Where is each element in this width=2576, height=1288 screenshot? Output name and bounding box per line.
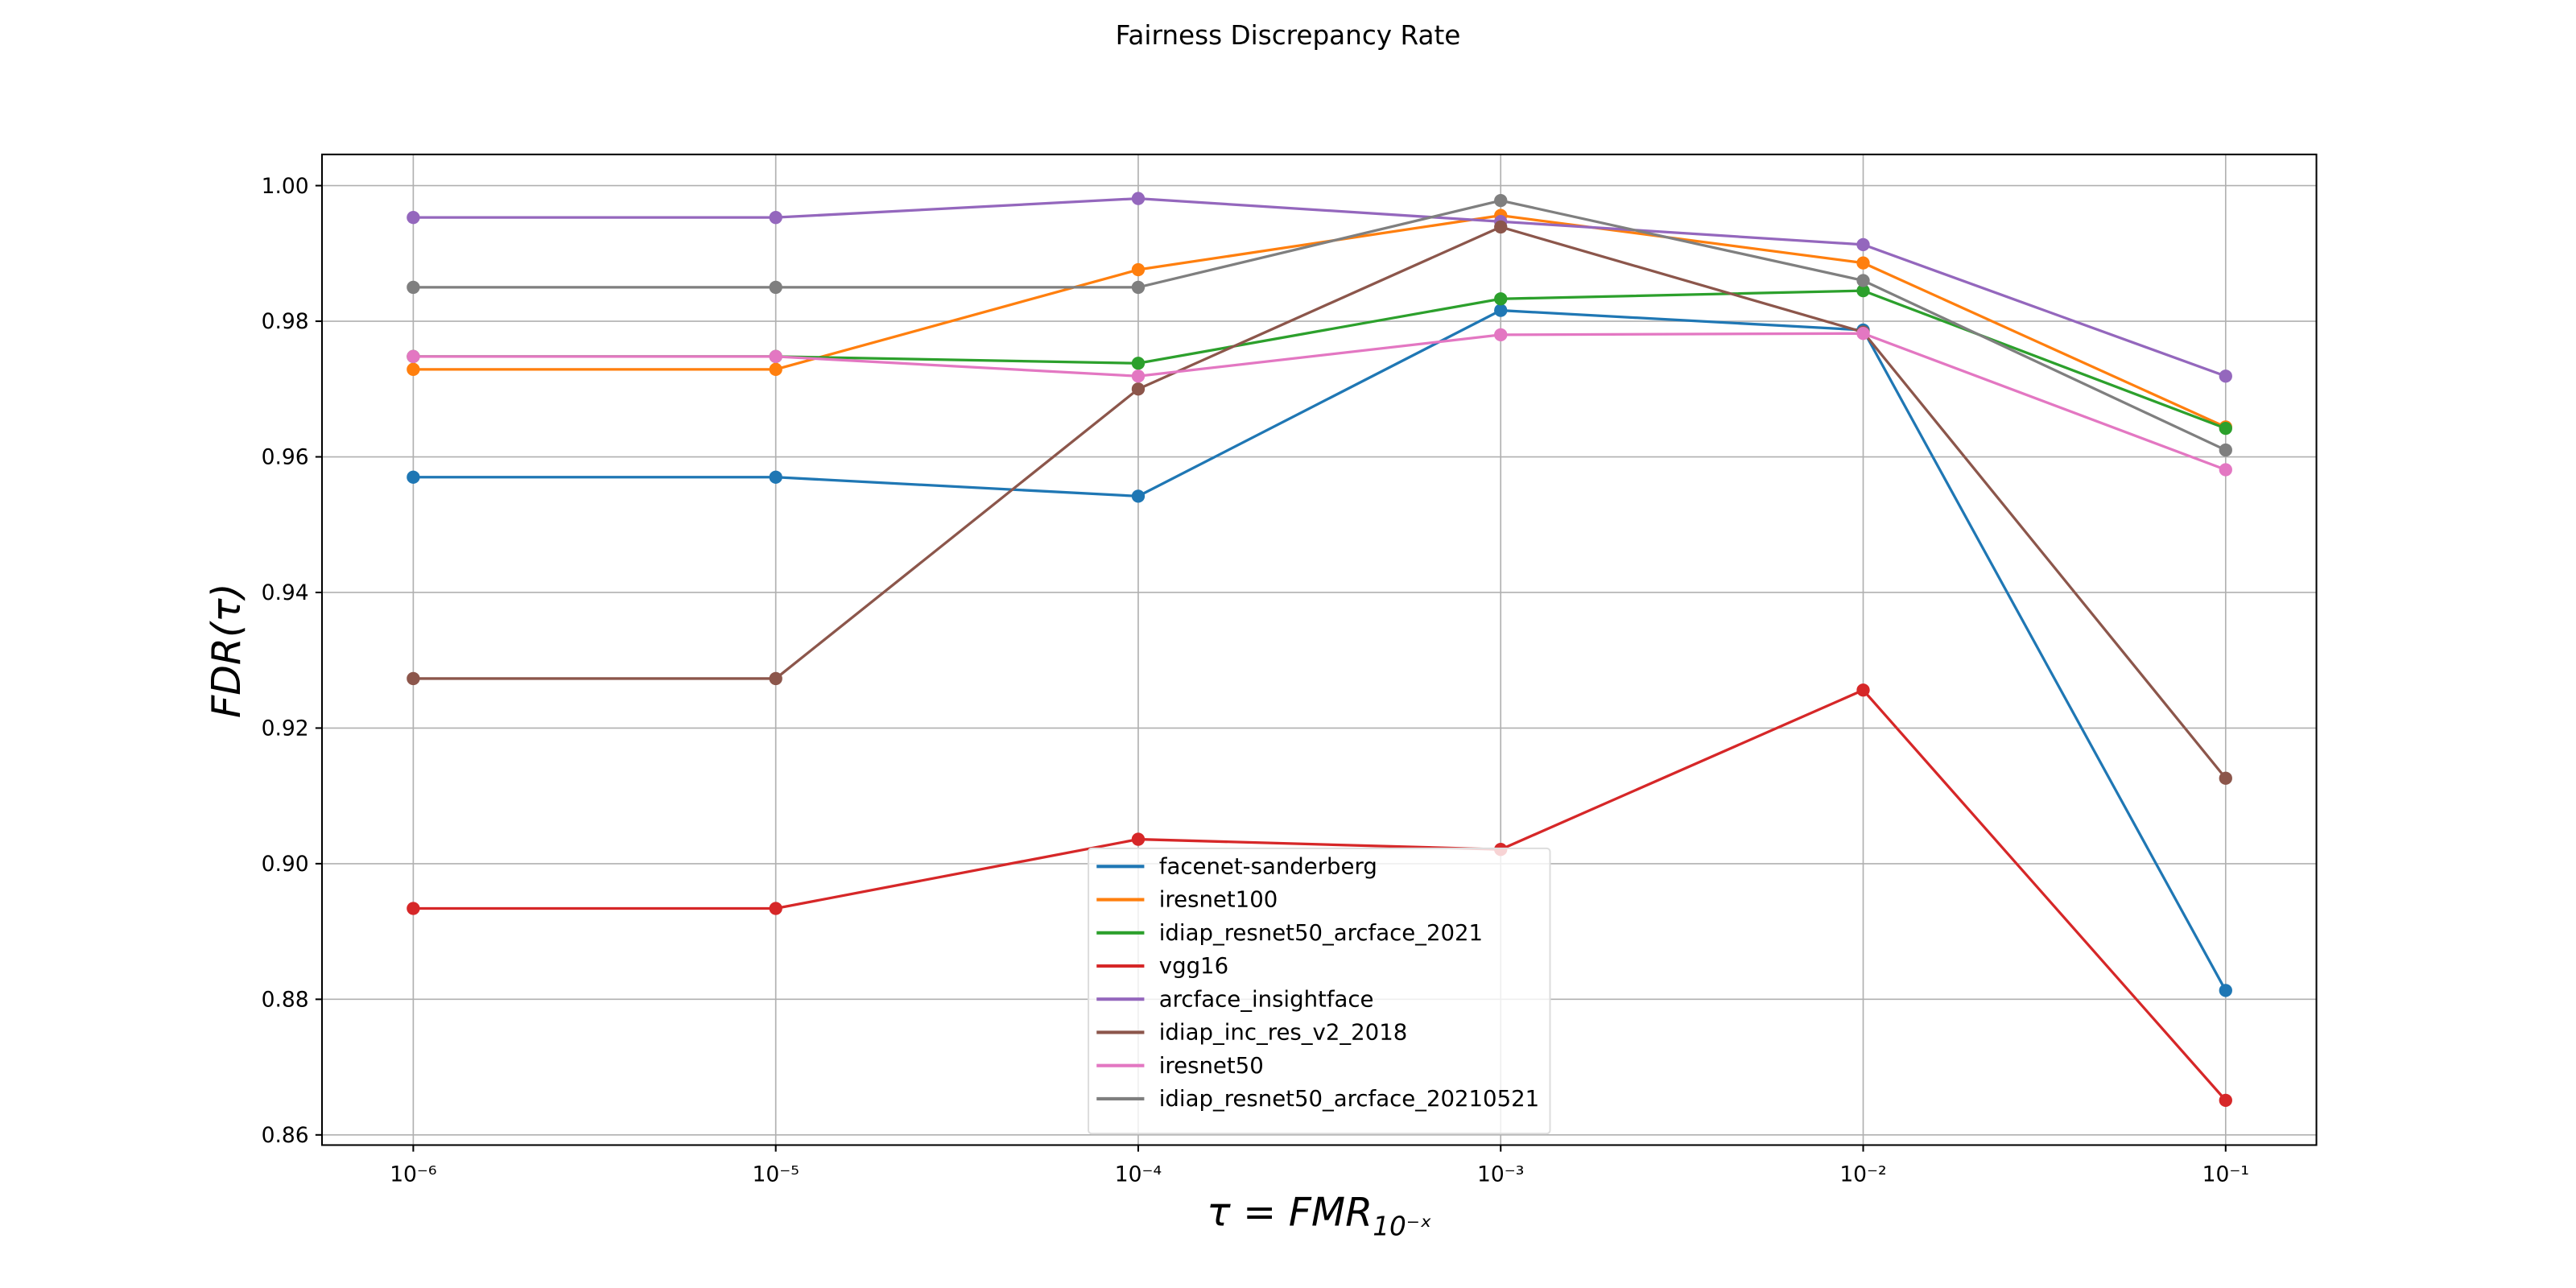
x-axis-label: τ = FMR10⁻ˣ <box>1207 1189 1431 1241</box>
data-point <box>769 671 782 686</box>
legend-label: facenet-sanderberg <box>1159 854 1377 880</box>
data-point <box>407 280 420 295</box>
data-point <box>407 362 420 377</box>
legend-label: vgg16 <box>1159 953 1228 979</box>
legend-label: idiap_inc_res_v2_2018 <box>1159 1020 1407 1046</box>
data-point <box>2219 421 2232 436</box>
legend-label: idiap_resnet50_arcface_20210521 <box>1159 1086 1539 1112</box>
legend-label: iresnet50 <box>1159 1053 1264 1079</box>
data-point <box>1131 369 1146 383</box>
data-point <box>2219 984 2232 997</box>
legend-label: iresnet100 <box>1159 887 1278 913</box>
data-point <box>1856 256 1870 270</box>
data-point <box>769 211 782 225</box>
data-point <box>1856 274 1870 287</box>
series-line <box>413 199 2227 452</box>
data-point <box>2219 771 2232 785</box>
legend-box <box>1088 847 1551 1135</box>
data-point <box>1131 357 1146 370</box>
x-tick-label: 10⁻⁵ <box>752 1162 799 1187</box>
data-point <box>1131 489 1146 503</box>
data-point <box>2219 369 2232 383</box>
data-point <box>2219 1093 2232 1108</box>
x-tick-label: 10⁻¹ <box>2202 1162 2249 1187</box>
x-tick-label: 10⁻⁴ <box>1115 1162 1162 1187</box>
x-tick-label: 10⁻⁶ <box>390 1162 436 1187</box>
data-point <box>1856 683 1870 697</box>
x-axis-label-subscript: 10⁻ˣ <box>1373 1212 1431 1242</box>
y-axis-label: FDR(τ) <box>204 583 250 718</box>
data-point <box>2219 463 2232 477</box>
data-point <box>407 211 420 225</box>
data-point <box>1856 237 1870 252</box>
data-point <box>1131 832 1146 846</box>
data-point <box>407 470 420 484</box>
x-axis-label-main: τ = FMR <box>1207 1189 1373 1235</box>
data-point <box>1131 382 1146 396</box>
data-point <box>769 902 782 915</box>
data-point <box>2219 443 2232 457</box>
data-point <box>769 349 782 364</box>
x-tick-label: 10⁻³ <box>1477 1162 1524 1187</box>
data-point <box>407 902 420 915</box>
data-point <box>1494 220 1508 234</box>
data-point <box>1494 292 1508 306</box>
series-line <box>413 225 2227 779</box>
y-tick-label: 0.96 <box>262 445 309 470</box>
legend-label: arcface_insightface <box>1159 986 1374 1012</box>
data-point <box>769 362 782 377</box>
y-tick-label: 0.86 <box>262 1123 309 1148</box>
chart-title: Fairness Discrepancy Rate <box>1116 20 1461 51</box>
y-tick-label: 0.92 <box>262 716 309 741</box>
x-tick-label: 10⁻² <box>1839 1162 1886 1187</box>
data-point <box>769 280 782 295</box>
axes-frame <box>320 153 2318 1146</box>
series-line <box>413 308 2227 992</box>
data-point <box>1131 192 1146 205</box>
data-point <box>1856 283 1870 298</box>
data-point <box>1494 303 1508 317</box>
data-point <box>1494 328 1508 342</box>
y-tick-label: 0.90 <box>262 852 309 877</box>
series-line <box>413 196 2227 378</box>
data-point <box>1131 280 1146 295</box>
legend-label: idiap_resnet50_arcface_2021 <box>1159 920 1483 946</box>
y-tick-label: 0.88 <box>262 988 309 1013</box>
data-point <box>769 470 782 484</box>
data-point <box>1856 327 1870 341</box>
series-line <box>413 213 2227 428</box>
data-point <box>407 671 420 686</box>
data-point <box>407 349 420 364</box>
y-tick-label: 0.98 <box>262 309 309 334</box>
data-point <box>1131 262 1146 277</box>
series-line <box>413 688 2227 1101</box>
data-point <box>1494 193 1508 208</box>
y-tick-label: 0.94 <box>262 580 309 605</box>
series-line <box>413 332 2227 472</box>
y-tick-label: 1.00 <box>262 174 309 199</box>
